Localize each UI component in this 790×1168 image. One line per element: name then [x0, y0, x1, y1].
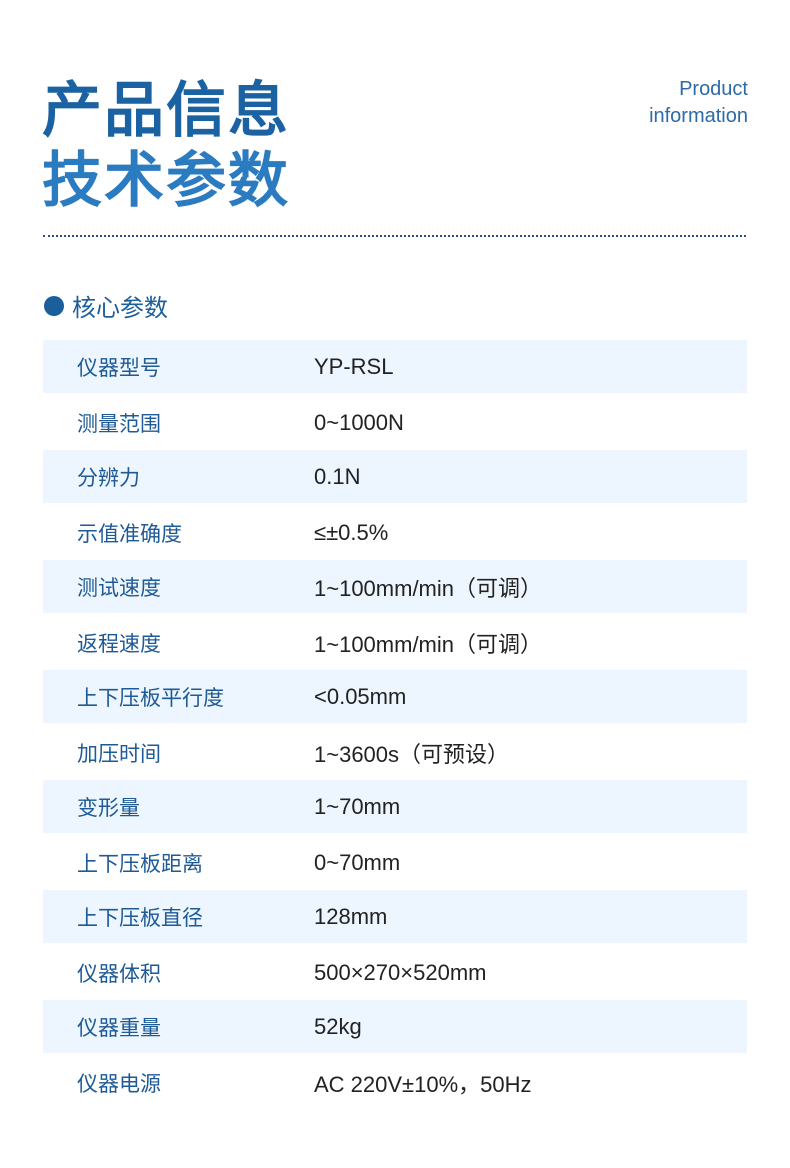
param-value: AC 220V±10%，50Hz [314, 1071, 532, 1097]
param-label: 测量范围 [77, 411, 161, 436]
english-subtitle-line2: information [649, 105, 748, 127]
param-label: 仪器体积 [77, 961, 161, 986]
param-value: 0~70mm [314, 849, 401, 875]
page-title-product-info: 产品信息 [42, 76, 290, 146]
table-row: 测试速度 1~100mm/min（可调） [43, 560, 747, 613]
param-label: 上下压板平行度 [77, 685, 224, 710]
param-value: 128mm [314, 903, 388, 929]
param-value: 1~3600s（可预设） [314, 741, 510, 767]
param-label: 返程速度 [77, 631, 161, 656]
section-heading: 核心参数 [44, 288, 168, 323]
table-row: 上下压板距离 0~70mm [43, 835, 747, 890]
param-label: 分辨力 [77, 465, 140, 490]
table-row: 测量范围 0~1000N [43, 395, 747, 450]
param-value: 52kg [314, 1013, 362, 1039]
param-value: YP-RSL [314, 353, 394, 379]
param-label: 仪器型号 [77, 355, 161, 380]
table-row: 示值准确度 ≤±0.5% [43, 505, 747, 560]
param-value: 1~100mm/min（可调） [314, 575, 543, 601]
table-row: 分辨力 0.1N [43, 450, 747, 503]
param-value: <0.05mm [314, 683, 407, 709]
table-row: 变形量 1~70mm [43, 780, 747, 833]
table-row: 仪器型号 YP-RSL [43, 340, 747, 393]
param-value: ≤±0.5% [314, 519, 389, 545]
param-label: 上下压板直径 [77, 905, 203, 930]
param-value: 1~70mm [314, 793, 401, 819]
param-label: 加压时间 [77, 741, 161, 766]
table-row: 仪器体积 500×270×520mm [43, 945, 747, 1000]
param-label: 测试速度 [77, 575, 161, 600]
page-title-tech-params: 技术参数 [42, 146, 290, 216]
params-table: 仪器型号 YP-RSL 测量范围 0~1000N 分辨力 0.1N 示值准确度 ≤±0.5% 测… [43, 340, 747, 1110]
param-label: 变形量 [77, 795, 140, 820]
bullet-dot-icon [44, 295, 64, 316]
english-subtitle: Product information [649, 76, 748, 130]
param-value: 0~1000N [314, 409, 404, 435]
param-label: 上下压板距离 [77, 851, 203, 876]
param-label: 仪器重量 [77, 1015, 161, 1040]
param-label: 示值准确度 [77, 521, 182, 546]
section-title: 核心参数 [72, 294, 168, 322]
table-row: 上下压板平行度 <0.05mm [43, 670, 747, 723]
dotted-divider [43, 235, 746, 237]
table-row: 返程速度 1~100mm/min（可调） [43, 615, 747, 670]
param-value: 1~100mm/min（可调） [314, 631, 543, 657]
table-row: 上下压板直径 128mm [43, 890, 747, 943]
table-row: 仪器重量 52kg [43, 1000, 747, 1053]
param-value: 500×270×520mm [314, 959, 487, 985]
table-row: 仪器电源 AC 220V±10%，50Hz [43, 1055, 747, 1110]
table-row: 加压时间 1~3600s（可预设） [43, 725, 747, 780]
english-subtitle-line1: Product [679, 78, 748, 100]
param-label: 仪器电源 [77, 1071, 161, 1096]
param-value: 0.1N [314, 463, 361, 489]
